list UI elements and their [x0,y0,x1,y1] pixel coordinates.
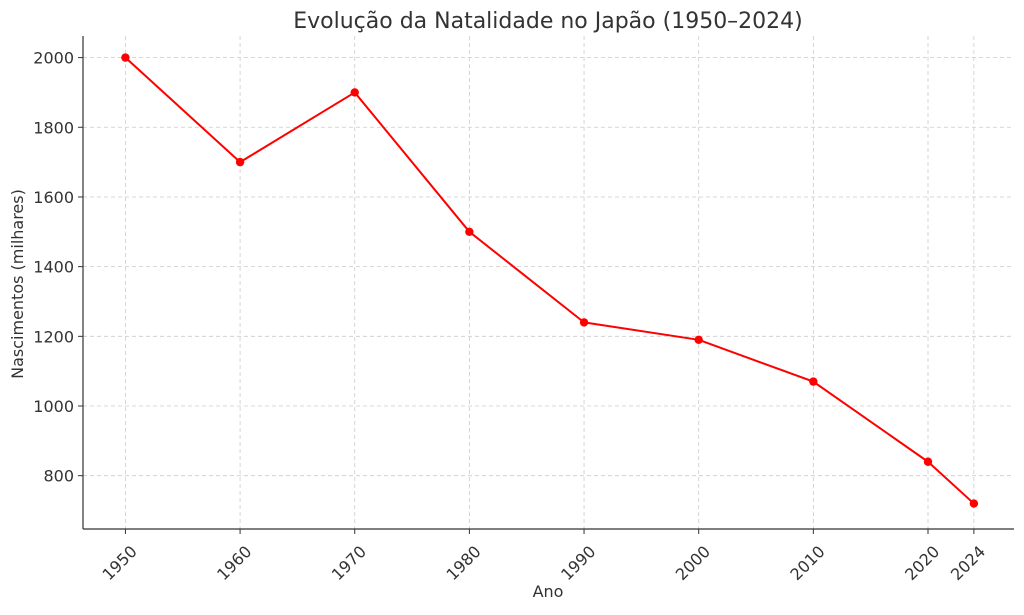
data-point [969,499,979,508]
data-point [579,318,589,327]
x-tick-label: 1990 [557,542,599,584]
x-tick-label: 1970 [328,542,370,584]
x-tick-label: 1950 [99,542,141,584]
y-tick-label: 1400 [33,258,74,277]
y-tick-label: 2000 [33,49,74,68]
data-point [923,457,933,466]
data-point [121,53,130,62]
y-tick-label: 1800 [33,118,74,137]
chart-title: Evolução da Natalidade no Japão (1950–20… [293,9,803,34]
y-tick-label: 1000 [33,397,74,416]
y-axis-label: Nascimentos (milhares) [8,189,27,379]
y-tick-label: 800 [43,467,74,486]
x-axis-ticks: 1950 1960 1970 1980 1990 2000 2010 2020 2024 [99,529,989,584]
data-point [235,157,245,167]
data-point [350,88,359,97]
grid [83,36,1014,529]
x-tick-label: 1960 [213,542,255,584]
series-line [124,56,975,505]
axes [82,36,1014,530]
data-point [809,377,818,386]
data-point [465,227,474,237]
y-axis-ticks: 800 1000 1200 1400 1600 1800 2000 [33,49,83,486]
y-tick-label: 1200 [33,327,74,346]
x-tick-label: 2024 [947,542,989,584]
x-axis-label: Ano [533,582,564,601]
x-tick-label: 2000 [672,542,714,584]
y-tick-label: 1600 [33,188,74,207]
x-tick-label: 2010 [786,542,828,584]
x-tick-label: 1980 [442,542,484,584]
series [121,53,979,508]
data-point [694,335,703,345]
x-tick-label: 2020 [901,542,943,584]
